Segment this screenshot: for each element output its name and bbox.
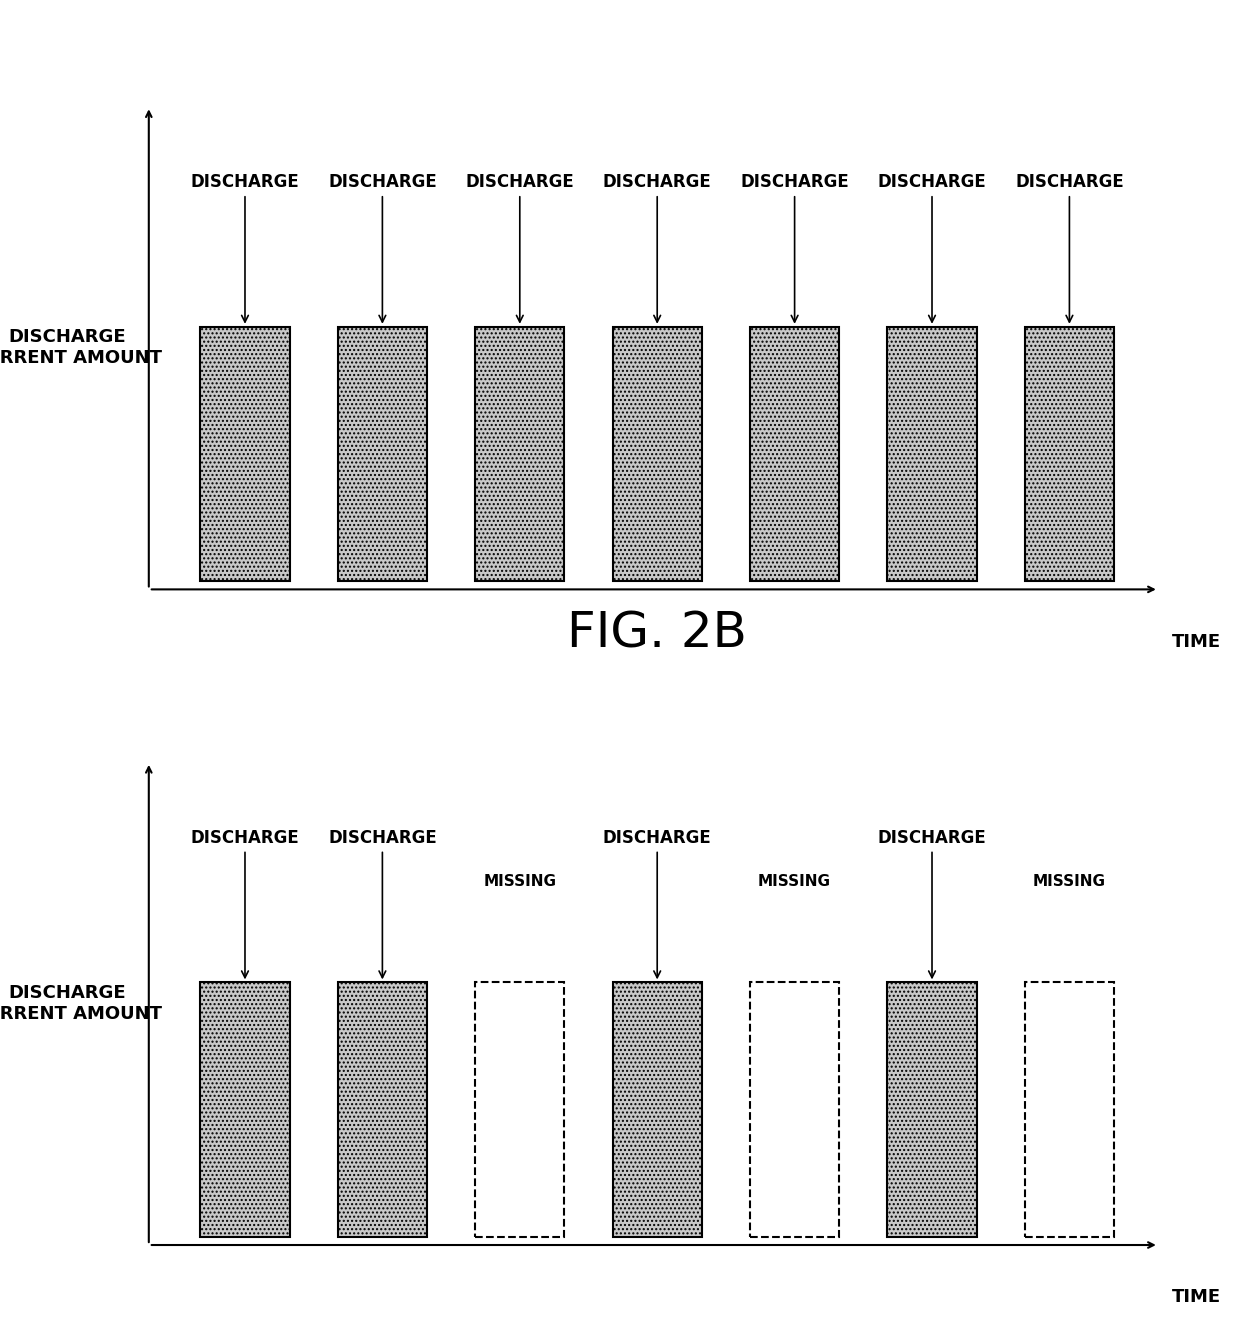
FancyBboxPatch shape (750, 326, 839, 581)
FancyBboxPatch shape (201, 326, 290, 581)
Text: TIME: TIME (1172, 633, 1220, 650)
FancyBboxPatch shape (201, 982, 290, 1236)
Text: DISCHARGE: DISCHARGE (740, 173, 849, 322)
Text: MISSING: MISSING (758, 874, 831, 888)
Text: MISSING: MISSING (1033, 874, 1106, 888)
Text: DISCHARGE: DISCHARGE (191, 173, 299, 322)
Text: MISSING: MISSING (484, 874, 557, 888)
Text: DISCHARGE: DISCHARGE (329, 173, 436, 322)
FancyBboxPatch shape (475, 326, 564, 581)
Text: DISCHARGE: DISCHARGE (191, 828, 299, 978)
Text: DISCHARGE: DISCHARGE (603, 173, 712, 322)
FancyBboxPatch shape (613, 326, 702, 581)
Text: DISCHARGE: DISCHARGE (603, 828, 712, 978)
Text: FIG. 2B: FIG. 2B (567, 610, 748, 658)
FancyBboxPatch shape (888, 982, 977, 1236)
FancyBboxPatch shape (1024, 326, 1114, 581)
FancyBboxPatch shape (613, 982, 702, 1236)
FancyBboxPatch shape (337, 326, 427, 581)
FancyBboxPatch shape (888, 326, 977, 581)
Text: DISCHARGE: DISCHARGE (878, 828, 986, 978)
Text: DISCHARGE
CURRENT AMOUNT: DISCHARGE CURRENT AMOUNT (0, 329, 162, 367)
Text: DISCHARGE: DISCHARGE (1016, 173, 1123, 322)
Text: DISCHARGE: DISCHARGE (878, 173, 986, 322)
Text: DISCHARGE
CURRENT AMOUNT: DISCHARGE CURRENT AMOUNT (0, 985, 162, 1022)
Text: DISCHARGE: DISCHARGE (329, 828, 436, 978)
Text: FIG. 2A: FIG. 2A (567, 0, 748, 3)
Text: DISCHARGE: DISCHARGE (465, 173, 574, 322)
Text: TIME: TIME (1172, 1288, 1220, 1306)
FancyBboxPatch shape (337, 982, 427, 1236)
